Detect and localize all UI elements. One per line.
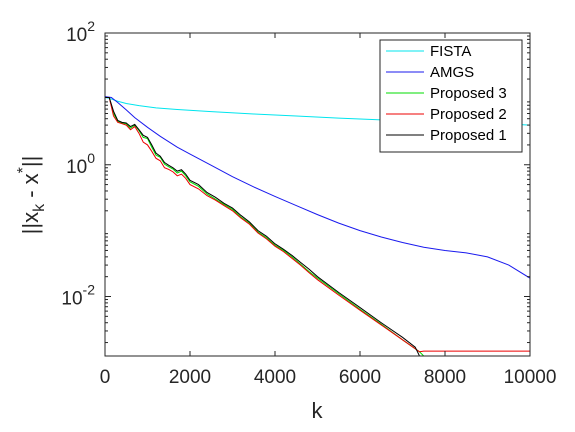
series-line-amgs	[105, 96, 530, 279]
series-line-proposed-2	[105, 96, 530, 353]
y-label-mid: - x	[18, 173, 43, 204]
x-tick-label: 4000	[254, 367, 296, 388]
y-tick-base: 10	[66, 157, 87, 178]
x-tick-label: 8000	[424, 367, 466, 388]
x-tick-label: 0	[100, 367, 111, 388]
y-label-base: ||x	[18, 212, 43, 234]
x-axis-label: k	[312, 398, 324, 423]
legend: FISTA AMGS Proposed 3 Proposed 2 Proposed 1	[379, 39, 523, 153]
y-tick-label: 100	[66, 150, 95, 178]
y-tick-exponent: -2	[83, 282, 96, 298]
y-axis-label: ||xk - x*||	[15, 156, 48, 235]
y-tick-label: 102	[66, 18, 95, 46]
legend-label-proposed-3: Proposed 3	[430, 85, 507, 102]
x-tick-label: 10000	[504, 367, 557, 388]
y-label-sup: *	[15, 167, 32, 173]
legend-label-amgs: AMGS	[430, 64, 474, 81]
x-tick-label: 2000	[169, 367, 211, 388]
legend-label-fista: FISTA	[430, 43, 471, 60]
y-tick-exponent: 2	[87, 18, 95, 34]
y-tick-exponent: 0	[87, 150, 95, 166]
series-line-proposed-1	[105, 96, 530, 356]
x-tick-label: 6000	[339, 367, 381, 388]
legend-label-proposed-1: Proposed 1	[430, 127, 507, 144]
legend-box	[379, 39, 523, 153]
plot-frame	[104, 32, 531, 357]
y-tick-label: 10-2	[61, 282, 95, 310]
y-label-end: ||	[18, 156, 43, 167]
legend-label-proposed-2: Proposed 2	[430, 106, 507, 123]
y-tick-base: 10	[66, 25, 87, 46]
y-tick-base: 10	[61, 289, 82, 310]
y-label-sub: k	[31, 203, 48, 212]
